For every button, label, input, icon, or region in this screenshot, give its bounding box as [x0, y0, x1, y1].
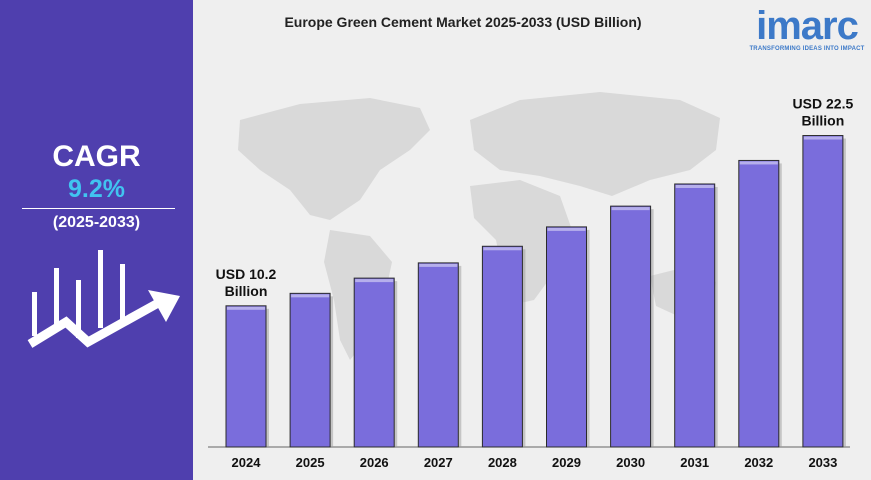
- x-tick-2028: 2028: [488, 455, 517, 470]
- cagr-sidebar: CAGR 9.2% (2025-2033): [0, 0, 193, 480]
- bar-highlight-2032: [739, 161, 778, 165]
- bar-highlight-2030: [611, 207, 650, 211]
- bar-highlight-2027: [419, 263, 458, 267]
- data-label-2033: Billion: [802, 113, 845, 129]
- x-tick-2027: 2027: [424, 455, 453, 470]
- bar-highlight-2026: [355, 279, 394, 283]
- bar-2031: [674, 183, 716, 448]
- bar-2028: [481, 245, 523, 448]
- bar-highlight-2028: [483, 247, 522, 251]
- x-tick-2026: 2026: [360, 455, 389, 470]
- x-tick-2031: 2031: [680, 455, 709, 470]
- bar-highlight-2033: [803, 136, 842, 140]
- bar-2026: [353, 277, 395, 448]
- x-tick-2033: 2033: [808, 455, 837, 470]
- x-tick-2024: 2024: [232, 455, 262, 470]
- bar-highlight-2031: [675, 184, 714, 188]
- bar-highlight-2024: [227, 306, 265, 310]
- bar-2027: [417, 262, 459, 448]
- bar-2025: [289, 292, 331, 448]
- bar-2024: [225, 305, 267, 448]
- x-tick-2029: 2029: [552, 455, 581, 470]
- data-label-2033: USD 22.5: [793, 96, 854, 112]
- bar-highlight-2025: [291, 294, 330, 298]
- logo-text: imarc: [756, 4, 859, 48]
- cagr-value: 9.2%: [68, 175, 125, 203]
- imarc-logo: imarc TRANSFORMING IDEAS INTO IMPACT: [748, 4, 866, 64]
- bar-2033: [802, 135, 844, 448]
- divider: [22, 208, 175, 209]
- x-tick-2030: 2030: [616, 455, 645, 470]
- x-tick-2025: 2025: [296, 455, 325, 470]
- bar-2032: [738, 159, 780, 448]
- logo-tagline: TRANSFORMING IDEAS INTO IMPACT: [749, 46, 865, 52]
- bar-2029: [546, 226, 587, 448]
- cagr-period: (2025-2033): [52, 214, 141, 231]
- data-label-2024: Billion: [225, 283, 268, 299]
- growth-chart-arrow-icon: [27, 250, 180, 348]
- data-label-2024: USD 10.2: [216, 266, 277, 282]
- bar-highlight-2029: [547, 227, 586, 231]
- bar-2030: [610, 205, 652, 448]
- x-tick-2032: 2032: [744, 455, 773, 470]
- cagr-title: CAGR: [52, 140, 141, 173]
- chart-title: Europe Green Cement Market 2025-2033 (US…: [284, 14, 642, 30]
